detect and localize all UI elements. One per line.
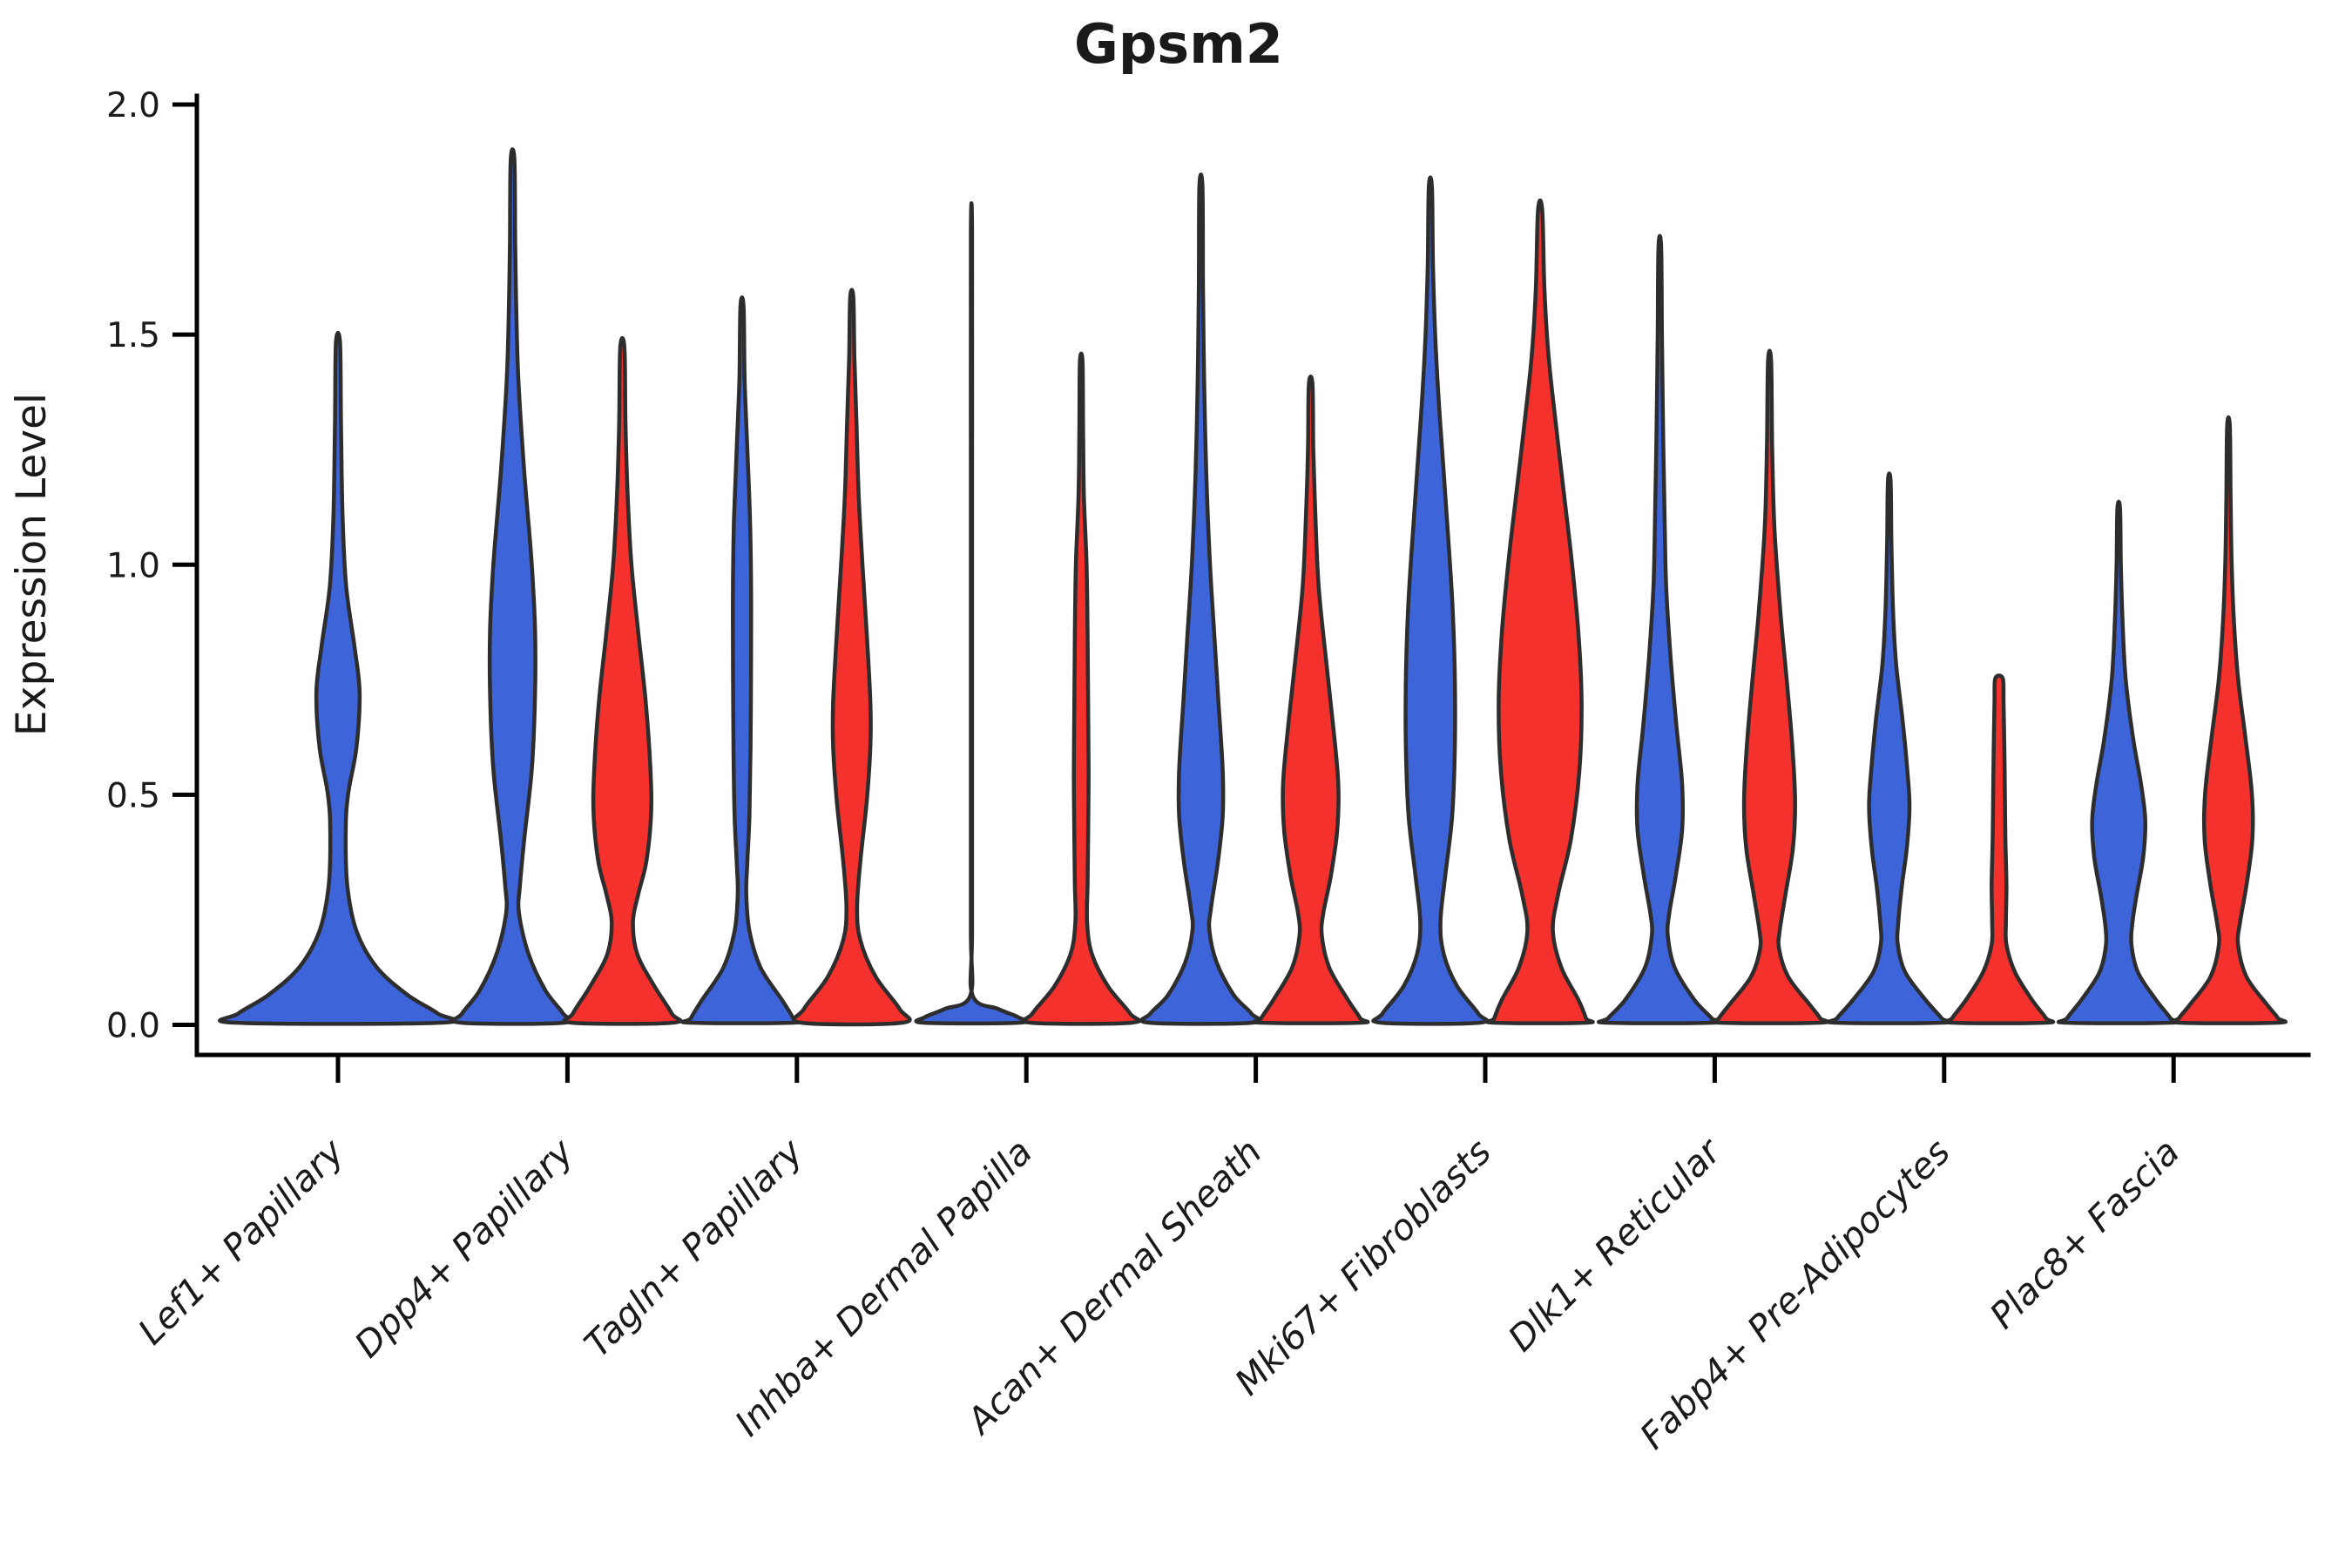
violin-red xyxy=(1251,375,1370,1025)
y-tick-label: 0.0 xyxy=(106,1007,160,1046)
violin-red xyxy=(1485,198,1595,1025)
violin-blue xyxy=(1826,471,1953,1025)
chart-title: Gpsm2 xyxy=(1074,12,1283,76)
violin-red xyxy=(2169,415,2288,1025)
y-tick-label: 2.0 xyxy=(106,86,160,125)
violin-red xyxy=(562,335,683,1026)
violin-blue xyxy=(1597,233,1723,1025)
violin-red xyxy=(791,287,912,1027)
y-tick-label: 1.5 xyxy=(106,316,160,355)
x-tick-label: Plac8+ Fascia xyxy=(1982,1131,2187,1336)
violin-red xyxy=(1709,348,1830,1025)
y-axis-label: Expression Level xyxy=(8,393,56,736)
violin-blue xyxy=(2056,499,2181,1025)
violin-blue xyxy=(914,201,1029,1026)
y-axis-ticks: 2.0 1.5 1.0 0.5 0.0 xyxy=(106,86,197,1046)
violin-red xyxy=(1020,351,1142,1026)
violins-layer xyxy=(218,147,2288,1027)
x-tick-label: Mki67+ Fibroblasts xyxy=(1227,1131,1499,1403)
violin-blue xyxy=(450,147,574,1026)
violin-blue xyxy=(1139,172,1263,1026)
x-tick-label: Lef1+ Papillary xyxy=(130,1131,352,1353)
violin-blue xyxy=(218,330,458,1026)
y-tick-label: 0.5 xyxy=(106,776,160,815)
x-tick-label: Tagln+ Papillary xyxy=(576,1131,811,1366)
x-tick-label: Dlk1+ Reticular xyxy=(1500,1130,1730,1360)
violin-red xyxy=(1943,673,2056,1025)
x-tick-label: Dpp4+ Papillary xyxy=(347,1131,582,1366)
violin-blue xyxy=(1371,175,1490,1026)
violin-blue xyxy=(680,295,804,1025)
y-tick-label: 1.0 xyxy=(106,546,160,585)
